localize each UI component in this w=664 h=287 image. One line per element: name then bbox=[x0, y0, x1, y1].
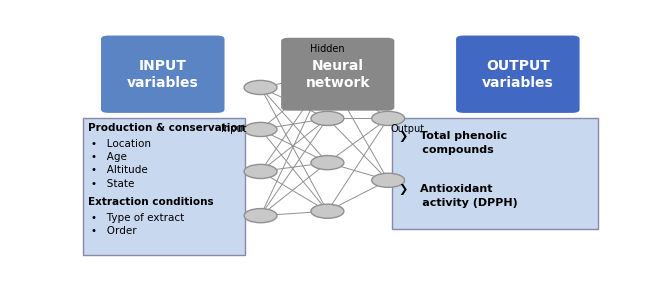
FancyBboxPatch shape bbox=[281, 38, 394, 111]
Text: Production & conservation: Production & conservation bbox=[88, 123, 245, 133]
Circle shape bbox=[311, 204, 344, 218]
Circle shape bbox=[244, 164, 277, 179]
Text: •   Type of extract: • Type of extract bbox=[91, 213, 184, 223]
Text: Hidden: Hidden bbox=[310, 44, 345, 54]
Circle shape bbox=[311, 156, 344, 170]
Text: ❯   Antioxidant
      activity (DPPH): ❯ Antioxidant activity (DPPH) bbox=[400, 184, 518, 208]
Text: •   Location: • Location bbox=[91, 139, 151, 149]
Text: INPUT
variables: INPUT variables bbox=[127, 59, 199, 90]
Circle shape bbox=[311, 67, 344, 81]
Circle shape bbox=[244, 209, 277, 223]
Text: •   State: • State bbox=[91, 179, 134, 189]
Text: Output: Output bbox=[390, 125, 425, 135]
Text: OUTPUT
variables: OUTPUT variables bbox=[482, 59, 554, 90]
Circle shape bbox=[372, 111, 404, 125]
Circle shape bbox=[372, 173, 404, 187]
Text: ❯   Total phenolic
      compounds: ❯ Total phenolic compounds bbox=[400, 131, 507, 155]
Circle shape bbox=[244, 80, 277, 94]
FancyBboxPatch shape bbox=[392, 119, 598, 229]
Text: •   Altitude: • Altitude bbox=[91, 165, 147, 175]
Text: Extraction conditions: Extraction conditions bbox=[88, 197, 214, 208]
Text: •   Age: • Age bbox=[91, 152, 127, 162]
Text: •   Order: • Order bbox=[91, 226, 136, 236]
Circle shape bbox=[311, 111, 344, 125]
Text: Neural
network: Neural network bbox=[305, 59, 370, 90]
FancyBboxPatch shape bbox=[456, 36, 580, 113]
Text: Input: Input bbox=[221, 125, 246, 135]
FancyBboxPatch shape bbox=[101, 36, 224, 113]
FancyBboxPatch shape bbox=[83, 119, 245, 255]
Circle shape bbox=[244, 122, 277, 137]
